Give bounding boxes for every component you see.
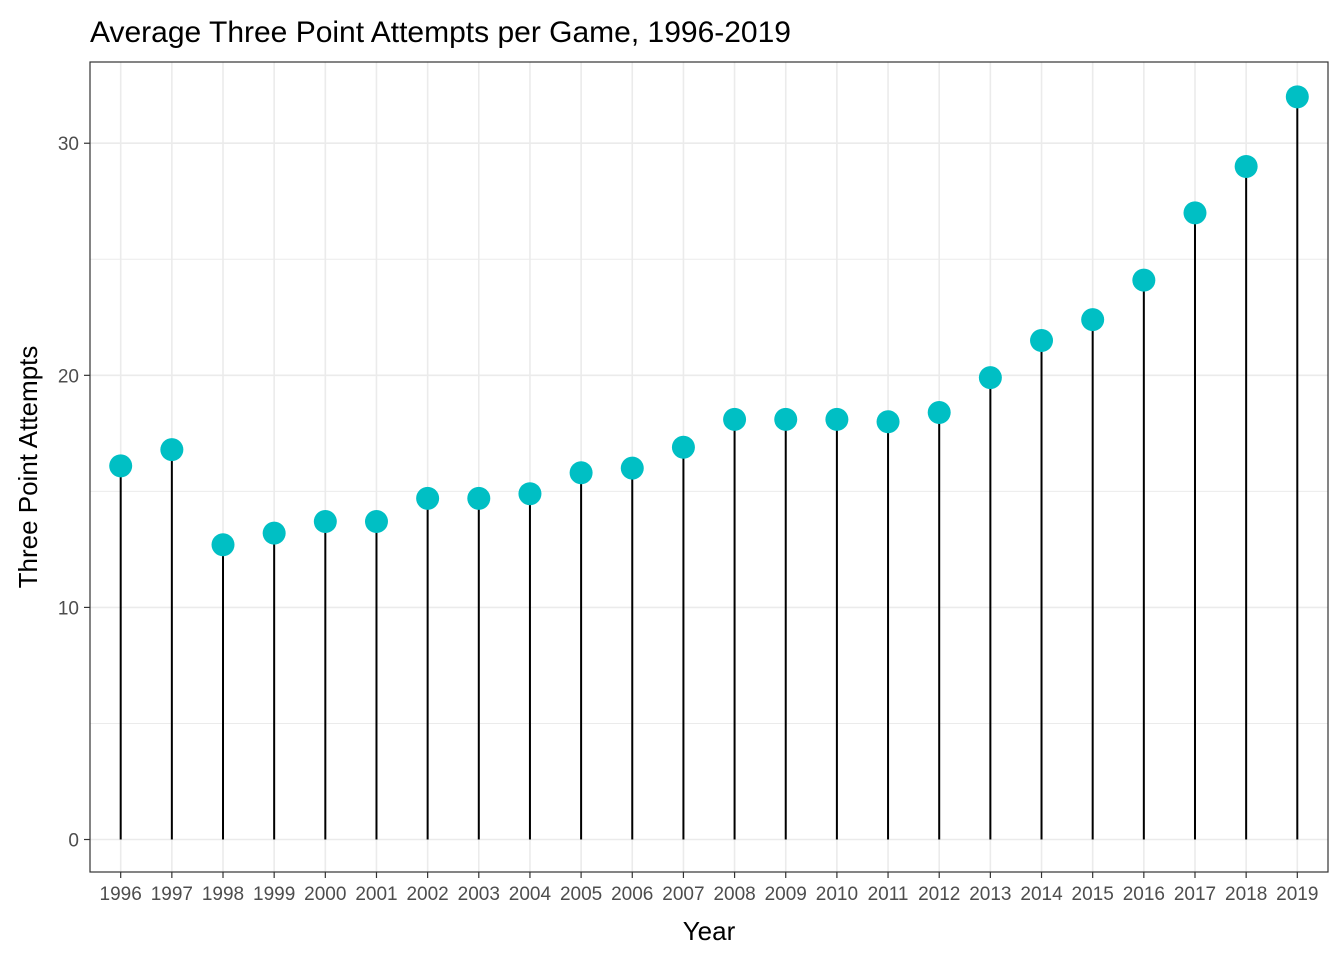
x-tick-label: 2004 [509,884,552,905]
x-tick-label: 2002 [406,884,448,905]
point-2003 [467,486,491,510]
x-tick-label: 2018 [1225,884,1267,905]
panel-border [89,61,1329,873]
x-tick-label: 2007 [662,884,704,905]
points [109,85,1309,557]
point-1997 [160,438,184,462]
point-2009 [774,407,798,431]
x-tick-label: 2019 [1276,884,1318,905]
point-2011 [876,410,900,434]
x-axis-title: Year [683,916,736,946]
x-tick-label: 2003 [458,884,500,905]
point-2007 [671,435,695,459]
y-tick-label: 10 [58,598,79,619]
point-2002 [416,486,440,510]
point-2001 [364,510,388,534]
x-axis: 1996 1997 1998 1999 2000 2001 2002 2003 2004 2005… [100,872,1318,905]
point-2006 [620,456,644,480]
x-tick-label: 2015 [1072,884,1114,905]
point-2019 [1285,85,1309,109]
x-tick-label: 2005 [560,884,602,905]
point-2004 [518,482,542,506]
x-tick-label: 2013 [969,884,1011,905]
y-tick-label: 0 [68,831,79,852]
x-tick-label: 2009 [765,884,807,905]
point-2015 [1081,308,1105,332]
y-tick-label: 20 [58,366,79,387]
x-tick-label: 2017 [1174,884,1216,905]
x-tick-label: 2011 [868,884,909,905]
x-tick-label: 2000 [304,884,346,905]
stems [119,96,1299,840]
point-1998 [211,533,235,557]
x-tick-label: 2001 [355,884,397,905]
point-2017 [1183,201,1207,225]
point-1999 [262,521,286,545]
x-tick-label: 1998 [202,884,244,905]
point-2014 [1030,329,1054,353]
point-2008 [723,407,747,431]
point-2012 [927,400,951,424]
x-tick-label: 2016 [1123,884,1165,905]
y-axis: 0 10 20 30 [58,134,90,852]
x-tick-label: 2014 [1020,884,1063,905]
x-tick-label: 1996 [100,884,142,905]
y-tick-label: 30 [58,134,79,155]
x-tick-label: 2010 [816,884,858,905]
x-tick-label: 2006 [611,884,653,905]
x-tick-label: 2012 [918,884,960,905]
point-2000 [313,510,337,534]
x-tick-label: 2008 [713,884,755,905]
point-2016 [1132,268,1156,292]
chart-title: Average Three Point Attempts per Game, 1… [90,16,791,49]
point-2010 [825,407,849,431]
x-tick-label: 1997 [151,884,193,905]
grid [90,62,1328,872]
y-axis-title: Three Point Attempts [13,346,43,589]
point-1996 [109,454,133,478]
point-2013 [978,366,1002,390]
x-tick-label: 1999 [253,884,295,905]
point-2005 [569,461,593,485]
point-2018 [1234,154,1258,178]
